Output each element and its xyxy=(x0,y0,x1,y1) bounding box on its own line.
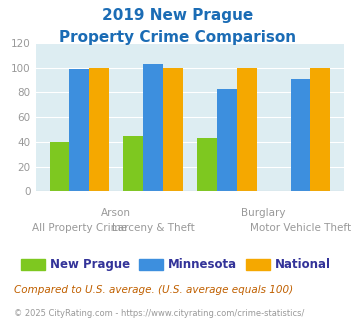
Bar xyxy=(197,138,217,191)
Bar xyxy=(89,68,109,191)
Bar xyxy=(237,68,257,191)
Bar xyxy=(143,64,163,191)
Text: Arson: Arson xyxy=(101,208,131,218)
Bar xyxy=(123,136,143,191)
Text: Larceny & Theft: Larceny & Theft xyxy=(112,223,195,233)
Legend: New Prague, Minnesota, National: New Prague, Minnesota, National xyxy=(17,254,335,276)
Bar xyxy=(163,68,183,191)
Text: Property Crime Comparison: Property Crime Comparison xyxy=(59,30,296,45)
Text: Burglary: Burglary xyxy=(241,208,286,218)
Bar xyxy=(310,68,330,191)
Bar xyxy=(50,142,70,191)
Text: All Property Crime: All Property Crime xyxy=(32,223,127,233)
Bar xyxy=(70,69,89,191)
Text: Compared to U.S. average. (U.S. average equals 100): Compared to U.S. average. (U.S. average … xyxy=(14,285,293,295)
Text: © 2025 CityRating.com - https://www.cityrating.com/crime-statistics/: © 2025 CityRating.com - https://www.city… xyxy=(14,309,305,317)
Text: 2019 New Prague: 2019 New Prague xyxy=(102,8,253,23)
Bar xyxy=(217,89,237,191)
Bar xyxy=(290,79,310,191)
Text: Motor Vehicle Theft: Motor Vehicle Theft xyxy=(250,223,351,233)
